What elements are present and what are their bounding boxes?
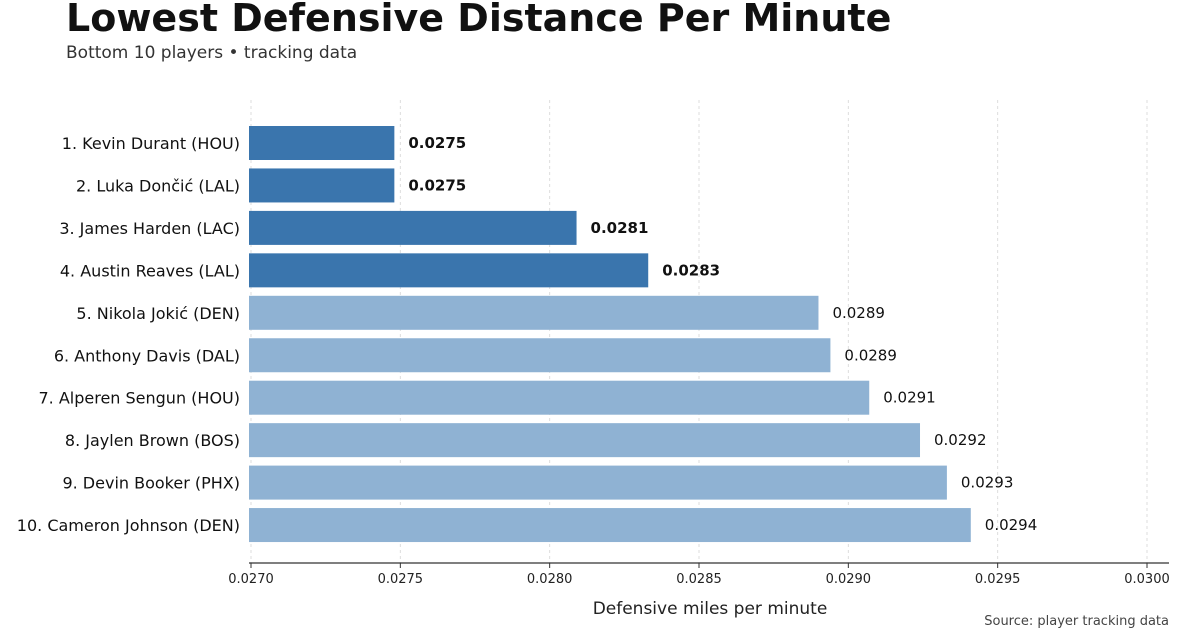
bar [249, 508, 971, 543]
value-label: 0.0275 [408, 176, 466, 194]
bar [249, 423, 921, 458]
x-tick-label: 0.0295 [975, 572, 1021, 587]
category-label: 6. Anthony Davis (DAL) [54, 346, 240, 365]
value-label: 0.0275 [408, 134, 466, 152]
value-label: 0.0292 [934, 431, 987, 449]
value-label: 0.0289 [832, 304, 885, 322]
value-label: 0.0294 [985, 516, 1037, 534]
x-axis-label: Defensive miles per minute [593, 599, 828, 619]
category-label: 7. Alperen Sengun (HOU) [38, 389, 240, 408]
bar [249, 210, 577, 245]
category-labels: 1. Kevin Durant (HOU) 2. Luka Dončić (LAL… [17, 134, 240, 535]
category-label: 3. James Harden (LAC) [59, 219, 240, 238]
bar [249, 338, 831, 373]
value-labels: 0.0275 0.0275 0.0281 0.0283 0.0289 0.0289 0.02… [408, 134, 1037, 534]
category-label: 4. Austin Reaves (LAL) [60, 261, 240, 280]
x-tick-label: 0.0280 [527, 572, 573, 587]
value-label: 0.0289 [844, 346, 897, 364]
value-label: 0.0293 [961, 474, 1014, 492]
category-label: 2. Luka Dončić (LAL) [76, 176, 240, 195]
bar [249, 380, 870, 415]
x-tick-label: 0.0275 [378, 572, 424, 587]
source-note: Source: player tracking data [984, 614, 1169, 629]
x-axis: 0.0270 0.0275 0.0280 0.0285 0.0290 0.0295 0.03… [228, 562, 1170, 587]
bar [249, 295, 819, 330]
value-label: 0.0291 [883, 389, 936, 407]
bar [249, 253, 649, 288]
bar [249, 126, 395, 160]
bar [249, 168, 395, 203]
x-tick-label: 0.0300 [1124, 572, 1170, 587]
x-tick-label: 0.0285 [676, 572, 722, 587]
bars [249, 126, 971, 543]
chart-subtitle: Bottom 10 players • tracking data [66, 43, 358, 63]
value-label: 0.0281 [591, 219, 649, 237]
category-label: 1. Kevin Durant (HOU) [62, 134, 240, 153]
category-label: 9. Devin Booker (PHX) [62, 474, 240, 493]
category-label: 8. Jaylen Brown (BOS) [65, 431, 240, 450]
value-label: 0.0283 [662, 261, 720, 279]
x-tick-label: 0.0270 [228, 572, 274, 587]
category-label: 5. Nikola Jokić (DEN) [76, 304, 240, 323]
category-label: 10. Cameron Johnson (DEN) [17, 516, 240, 535]
x-tick-label: 0.0290 [826, 572, 872, 587]
bar [249, 465, 947, 500]
chart-title: Lowest Defensive Distance Per Minute [66, 0, 892, 40]
